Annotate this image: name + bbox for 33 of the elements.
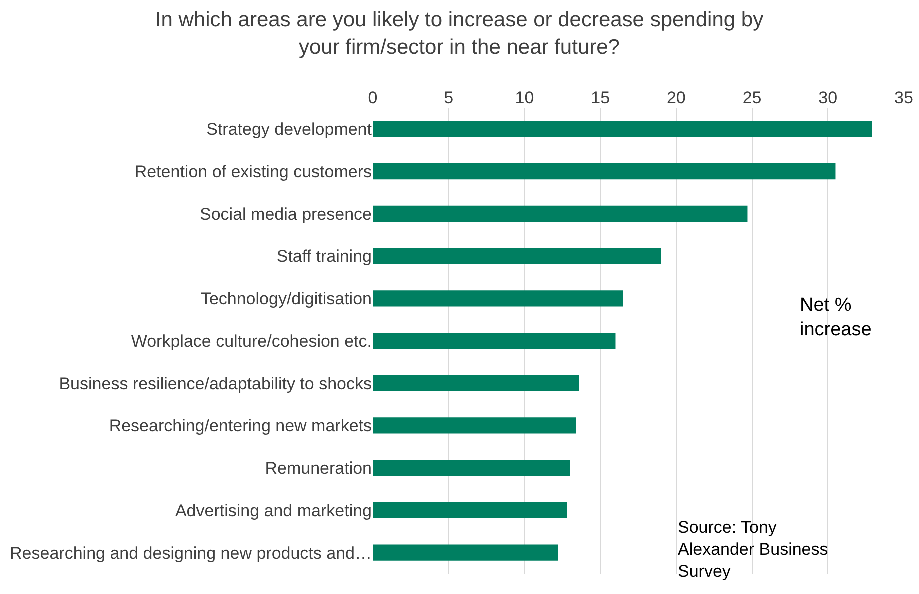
x-tick-label: 5 — [444, 88, 454, 108]
chart-title: In which areas are you likely to increase or decrease spending by your firm/sector in the near future? — [155, 8, 764, 60]
x-tick-label: 35 — [894, 88, 914, 108]
y-tick-label: Staff training — [276, 247, 372, 266]
bar — [373, 121, 872, 138]
y-tick-label: Advertising and marketing — [175, 501, 372, 520]
y-tick-label: Researching/entering new markets — [109, 416, 372, 436]
annotation: Net % increase — [800, 295, 872, 341]
bar — [373, 332, 616, 350]
bar — [373, 460, 570, 476]
x-tick-label: 25 — [742, 88, 762, 108]
bar — [373, 290, 624, 307]
annotation: Source: Tony Alexander Business Survey — [678, 518, 828, 582]
bar — [373, 164, 836, 180]
y-tick-label: Technology/digitisation — [200, 290, 372, 309]
bar — [373, 248, 662, 264]
y-tick-label: Strategy development — [206, 120, 372, 140]
bar — [373, 418, 576, 434]
bar — [373, 544, 558, 561]
bar — [373, 206, 748, 222]
bar — [373, 375, 580, 392]
x-tick-label: 10 — [515, 88, 534, 108]
y-tick-label: Researching and designing new products and… — [10, 544, 372, 563]
x-tick-label: 30 — [818, 88, 838, 108]
y-tick-label: Social media presence — [200, 204, 372, 224]
bar — [373, 502, 568, 518]
y-tick-label: Remuneration — [265, 459, 372, 478]
x-tick-label: 15 — [591, 88, 610, 108]
x-tick-label: 0 — [368, 88, 378, 108]
x-tick-label: 20 — [666, 88, 686, 108]
y-tick-label: Retention of existing customers — [134, 162, 372, 182]
y-tick-label: Workplace culture/cohesion etc. — [131, 332, 372, 351]
y-tick-label: Business resilience/adaptability to shocks — [59, 374, 372, 394]
